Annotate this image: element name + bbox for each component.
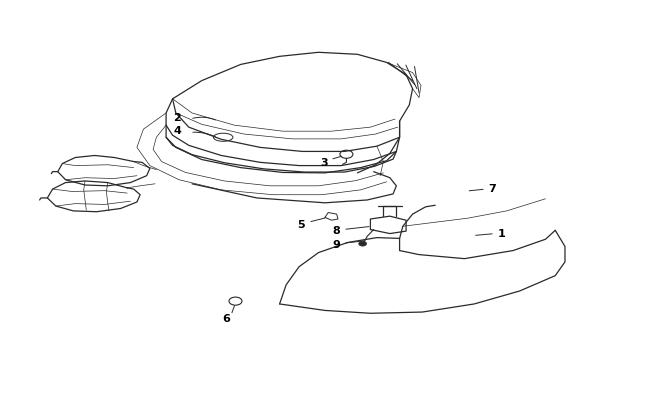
Text: 5: 5 <box>297 220 305 230</box>
Text: 9: 9 <box>333 239 341 249</box>
Text: 3: 3 <box>320 157 328 167</box>
Text: 8: 8 <box>333 226 341 236</box>
Text: 1: 1 <box>497 228 505 238</box>
Text: 2: 2 <box>174 113 181 123</box>
Text: 4: 4 <box>173 126 181 136</box>
Text: 7: 7 <box>488 183 496 193</box>
Circle shape <box>359 242 367 247</box>
Text: 6: 6 <box>222 313 230 323</box>
